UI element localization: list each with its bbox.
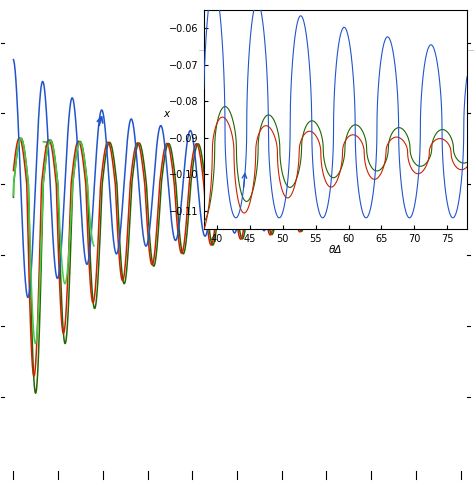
- Y-axis label: x: x: [164, 109, 170, 119]
- X-axis label: θΔ: θΔ: [328, 245, 342, 255]
